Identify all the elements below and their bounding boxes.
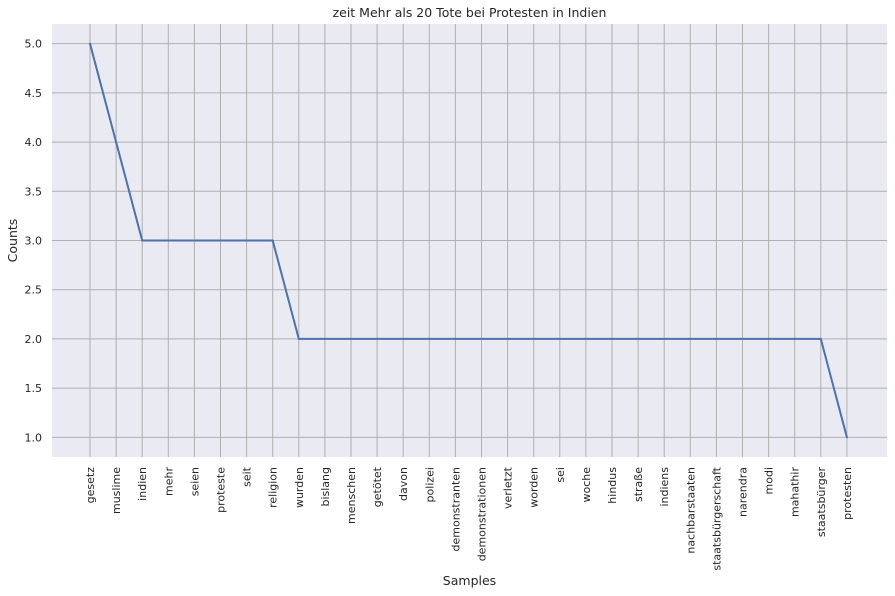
data-point [376,337,379,340]
x-tick-label: worden [528,467,541,508]
tick-labels: 1.0 1.5 2.0 2.5 3.0 3.5 4.0 4.5 5.0 gesetz muslime… [25,38,854,571]
y-axis-label: Counts [5,219,20,263]
y-tick-label: 2.0 [25,333,43,346]
data-point [715,337,718,340]
x-tick-label: staatsbürger [815,467,828,538]
data-point [819,337,822,340]
x-tick-label: staatsbürgerschaft [710,466,723,570]
data-point [350,337,352,340]
data-point [245,239,248,242]
data-point [532,337,535,340]
data-point [558,337,561,340]
x-tick-label: protesten [841,467,854,520]
x-tick-label: mehr [162,467,175,496]
x-tick-label: woche [580,467,593,503]
x-tick-label: gesetz [84,467,97,504]
y-tick-label: 4.0 [25,136,43,149]
data-point [454,337,457,340]
data-point [767,337,770,340]
x-tick-label: menschen [345,467,358,524]
data-point [297,337,300,340]
x-tick-label: nachbarstaaten [684,467,697,554]
y-tick-label: 1.0 [25,431,43,444]
data-point [689,337,692,340]
x-tick-label: seit [241,466,254,487]
data-point [428,337,431,340]
data-point [741,337,744,340]
x-tick-label: indiens [658,467,671,507]
x-axis-label: Samples [443,573,496,588]
x-tick-label: sei [554,467,567,483]
y-tick-label: 5.0 [25,38,43,51]
y-tick-label: 3.5 [25,185,43,198]
x-tick-label: modi [763,467,776,494]
data-point [323,337,326,340]
x-tick-label: demonstrationen [476,467,489,561]
x-tick-label: proteste [215,467,228,513]
data-point [845,436,848,439]
data-point [663,337,666,340]
data-point [480,337,483,340]
x-tick-label: mahathir [789,467,802,518]
x-tick-label: davon [397,467,410,501]
data-point [167,239,170,242]
data-point [402,337,405,340]
chart-title: zeit Mehr als 20 Tote bei Protesten in I… [333,5,607,20]
x-tick-label: demonstranten [449,467,462,552]
data-point [89,42,91,45]
y-tick-label: 4.5 [25,87,43,100]
series-line [89,43,848,438]
data-point [219,239,222,242]
x-tick-label: narendra [737,467,750,517]
x-tick-label: indien [136,467,149,501]
grid-lines [52,24,887,457]
x-tick-label: muslime [110,467,123,514]
x-tick-label: getötet [371,466,384,507]
y-tick-label: 3.0 [25,235,43,248]
x-tick-label: verletzt [502,466,515,509]
data-point [637,337,640,340]
y-tick-label: 2.5 [25,284,43,297]
data-point [584,337,587,340]
data-point [193,239,196,242]
x-tick-label: wurden [293,467,306,508]
x-tick-label: polizei [423,467,436,502]
data-point [611,337,613,340]
y-tick-label: 1.5 [25,382,43,395]
x-tick-label: bislang [319,467,332,507]
x-tick-label: seien [188,467,201,496]
data-point [506,337,509,340]
data-point [793,337,796,340]
x-tick-label: straße [632,467,645,502]
x-tick-label: religion [267,467,280,508]
data-point [141,239,144,242]
data-point [271,239,274,242]
x-tick-label: hindus [606,467,619,504]
data-point [115,141,118,144]
